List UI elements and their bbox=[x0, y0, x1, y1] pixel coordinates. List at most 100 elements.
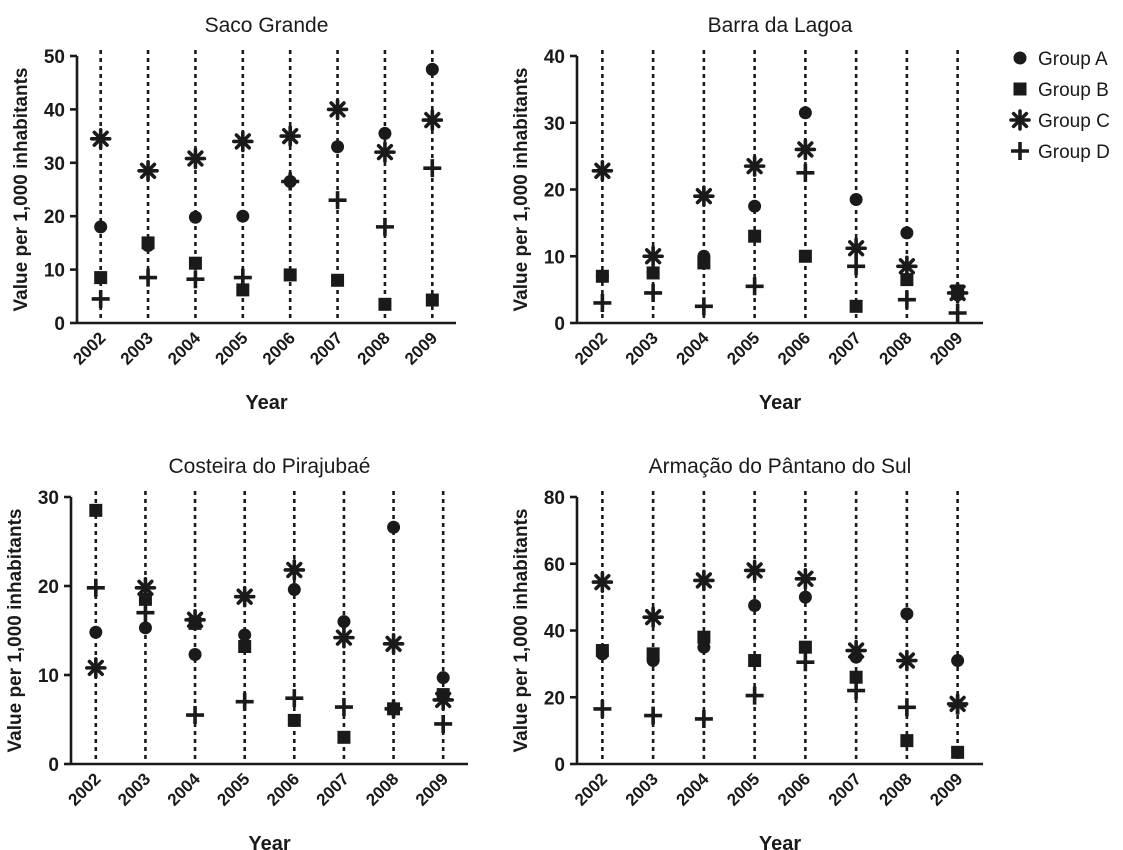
x-tick-label: 2002 bbox=[64, 769, 104, 809]
data-point-group-c-2008 bbox=[896, 255, 918, 278]
data-point-group-a-2009 bbox=[436, 671, 450, 685]
data-point-group-d-2005 bbox=[745, 686, 764, 705]
legend-label: Group C bbox=[1038, 111, 1110, 132]
x-axis-label: Year bbox=[759, 392, 801, 414]
data-point-group-b-2007 bbox=[337, 730, 351, 744]
data-point-group-d-2004 bbox=[694, 297, 713, 316]
data-point-group-b-2002 bbox=[595, 269, 609, 283]
x-tick-label: 2005 bbox=[211, 328, 251, 368]
data-point-group-b-2002 bbox=[94, 271, 108, 285]
data-point-group-d-2009 bbox=[948, 303, 967, 322]
data-point-group-b-2003 bbox=[646, 266, 660, 280]
data-point-group-d-2006 bbox=[796, 653, 815, 672]
data-point-group-c-2006 bbox=[279, 125, 301, 147]
data-point-group-a-2008 bbox=[900, 607, 914, 621]
data-point-group-d-2003 bbox=[644, 283, 663, 302]
data-point-group-c-2008 bbox=[374, 141, 396, 163]
data-point-group-d-2005 bbox=[233, 268, 252, 287]
data-point-group-d-2002 bbox=[593, 699, 612, 718]
data-point-group-a-2005 bbox=[236, 209, 250, 223]
data-point-group-b-2005 bbox=[236, 283, 250, 297]
data-point-group-c-2009 bbox=[946, 282, 969, 304]
data-point-group-d-2005 bbox=[235, 692, 254, 711]
legend-marker-group-c bbox=[1009, 109, 1031, 131]
data-point-group-a-2004 bbox=[697, 640, 711, 654]
data-point-group-c-2009 bbox=[432, 689, 454, 711]
x-tick-label: 2008 bbox=[876, 328, 916, 368]
data-point-group-a-2009 bbox=[951, 654, 965, 668]
y-tick-label: 10 bbox=[44, 261, 65, 282]
y-tick-label: 60 bbox=[544, 555, 565, 576]
y-tick-label: 50 bbox=[44, 47, 65, 68]
x-tick-label: 2002 bbox=[69, 328, 109, 368]
x-tick-label: 2002 bbox=[571, 769, 611, 809]
data-point-group-c-2004 bbox=[184, 609, 206, 631]
data-point-group-b-2002 bbox=[89, 503, 103, 517]
y-axis-label: Value per 1,000 inhabitants bbox=[511, 509, 532, 753]
data-point-group-c-2008 bbox=[896, 649, 918, 672]
data-point-group-d-2003 bbox=[644, 706, 663, 725]
data-point-group-c-2006 bbox=[794, 567, 817, 590]
y-tick-label: 30 bbox=[38, 488, 59, 509]
x-tick-label: 2005 bbox=[723, 769, 763, 809]
data-point-group-c-2005 bbox=[233, 585, 256, 608]
data-point-group-d-2008 bbox=[384, 699, 403, 718]
data-point-group-c-2004 bbox=[693, 185, 715, 207]
data-point-group-c-2003 bbox=[137, 160, 159, 182]
x-tick-label: 2006 bbox=[774, 769, 814, 809]
legend-label: Group B bbox=[1038, 80, 1109, 101]
panel-barra-da-lagoa: Barra da Lagoa 0 10 20 30 40 2002 2003 2004 2005 2… bbox=[511, 14, 983, 414]
data-point-group-c-2004 bbox=[184, 147, 207, 170]
x-tick-label: 2003 bbox=[114, 769, 154, 809]
x-tick-label: 2003 bbox=[117, 328, 157, 368]
series-group-c bbox=[85, 559, 454, 711]
chart-title: Saco Grande bbox=[205, 14, 329, 37]
x-tick-label: 2009 bbox=[401, 328, 441, 368]
series-group-d bbox=[91, 159, 442, 308]
data-point-group-b-2006 bbox=[798, 249, 812, 263]
x-axis-label: Year bbox=[759, 833, 801, 850]
data-point-group-a-2006 bbox=[798, 106, 812, 120]
legend-marker-group-a bbox=[1013, 51, 1027, 65]
x-tick-label: 2003 bbox=[622, 328, 662, 368]
data-point-group-c-2002 bbox=[85, 657, 107, 679]
x-tick-label: 2004 bbox=[673, 328, 714, 369]
x-tick-label: 2007 bbox=[825, 769, 865, 809]
data-point-group-b-2003 bbox=[646, 647, 660, 661]
data-point-group-c-2008 bbox=[382, 633, 405, 655]
chart-title: Costeira do Pirajubaé bbox=[169, 455, 371, 478]
data-point-group-b-2005 bbox=[748, 229, 762, 243]
y-tick-label: 0 bbox=[554, 755, 565, 776]
data-point-group-d-2004 bbox=[186, 270, 205, 289]
data-point-group-a-2002 bbox=[94, 220, 108, 234]
data-point-group-b-2006 bbox=[287, 713, 301, 727]
legend-label: Group A bbox=[1038, 49, 1108, 70]
x-axis-label: Year bbox=[248, 833, 290, 850]
panel-armacao-do-pantano-do-sul: Armação do Pântano do Sul 0 20 40 60 80 2002 20… bbox=[511, 455, 983, 850]
x-tick-label: 2007 bbox=[313, 769, 353, 809]
y-tick-label: 40 bbox=[544, 622, 565, 643]
data-point-group-b-2006 bbox=[283, 268, 297, 282]
y-tick-label: 20 bbox=[544, 181, 565, 202]
data-point-group-d-2007 bbox=[847, 257, 866, 276]
y-tick-label: 20 bbox=[38, 577, 59, 598]
series-group-b bbox=[595, 229, 965, 313]
x-tick-label: 2008 bbox=[354, 328, 394, 368]
data-point-group-c-2007 bbox=[845, 237, 867, 260]
data-point-group-d-2009 bbox=[423, 159, 442, 178]
series-group-b bbox=[595, 630, 965, 759]
series-group-c bbox=[591, 559, 969, 715]
y-tick-label: 0 bbox=[54, 314, 65, 335]
legend: Group A Group B Group C Group D bbox=[1009, 49, 1110, 163]
y-tick-label: 10 bbox=[544, 247, 565, 268]
x-tick-label: 2006 bbox=[774, 328, 814, 368]
data-point-group-b-2005 bbox=[748, 654, 762, 668]
y-tick-label: 40 bbox=[544, 47, 565, 68]
data-point-group-a-2003 bbox=[138, 621, 152, 635]
series-group-d bbox=[593, 163, 967, 322]
series-group-a bbox=[89, 520, 450, 685]
x-tick-label: 2009 bbox=[926, 328, 966, 368]
data-point-group-c-2009 bbox=[421, 109, 444, 131]
x-tick-label: 2007 bbox=[825, 328, 865, 368]
